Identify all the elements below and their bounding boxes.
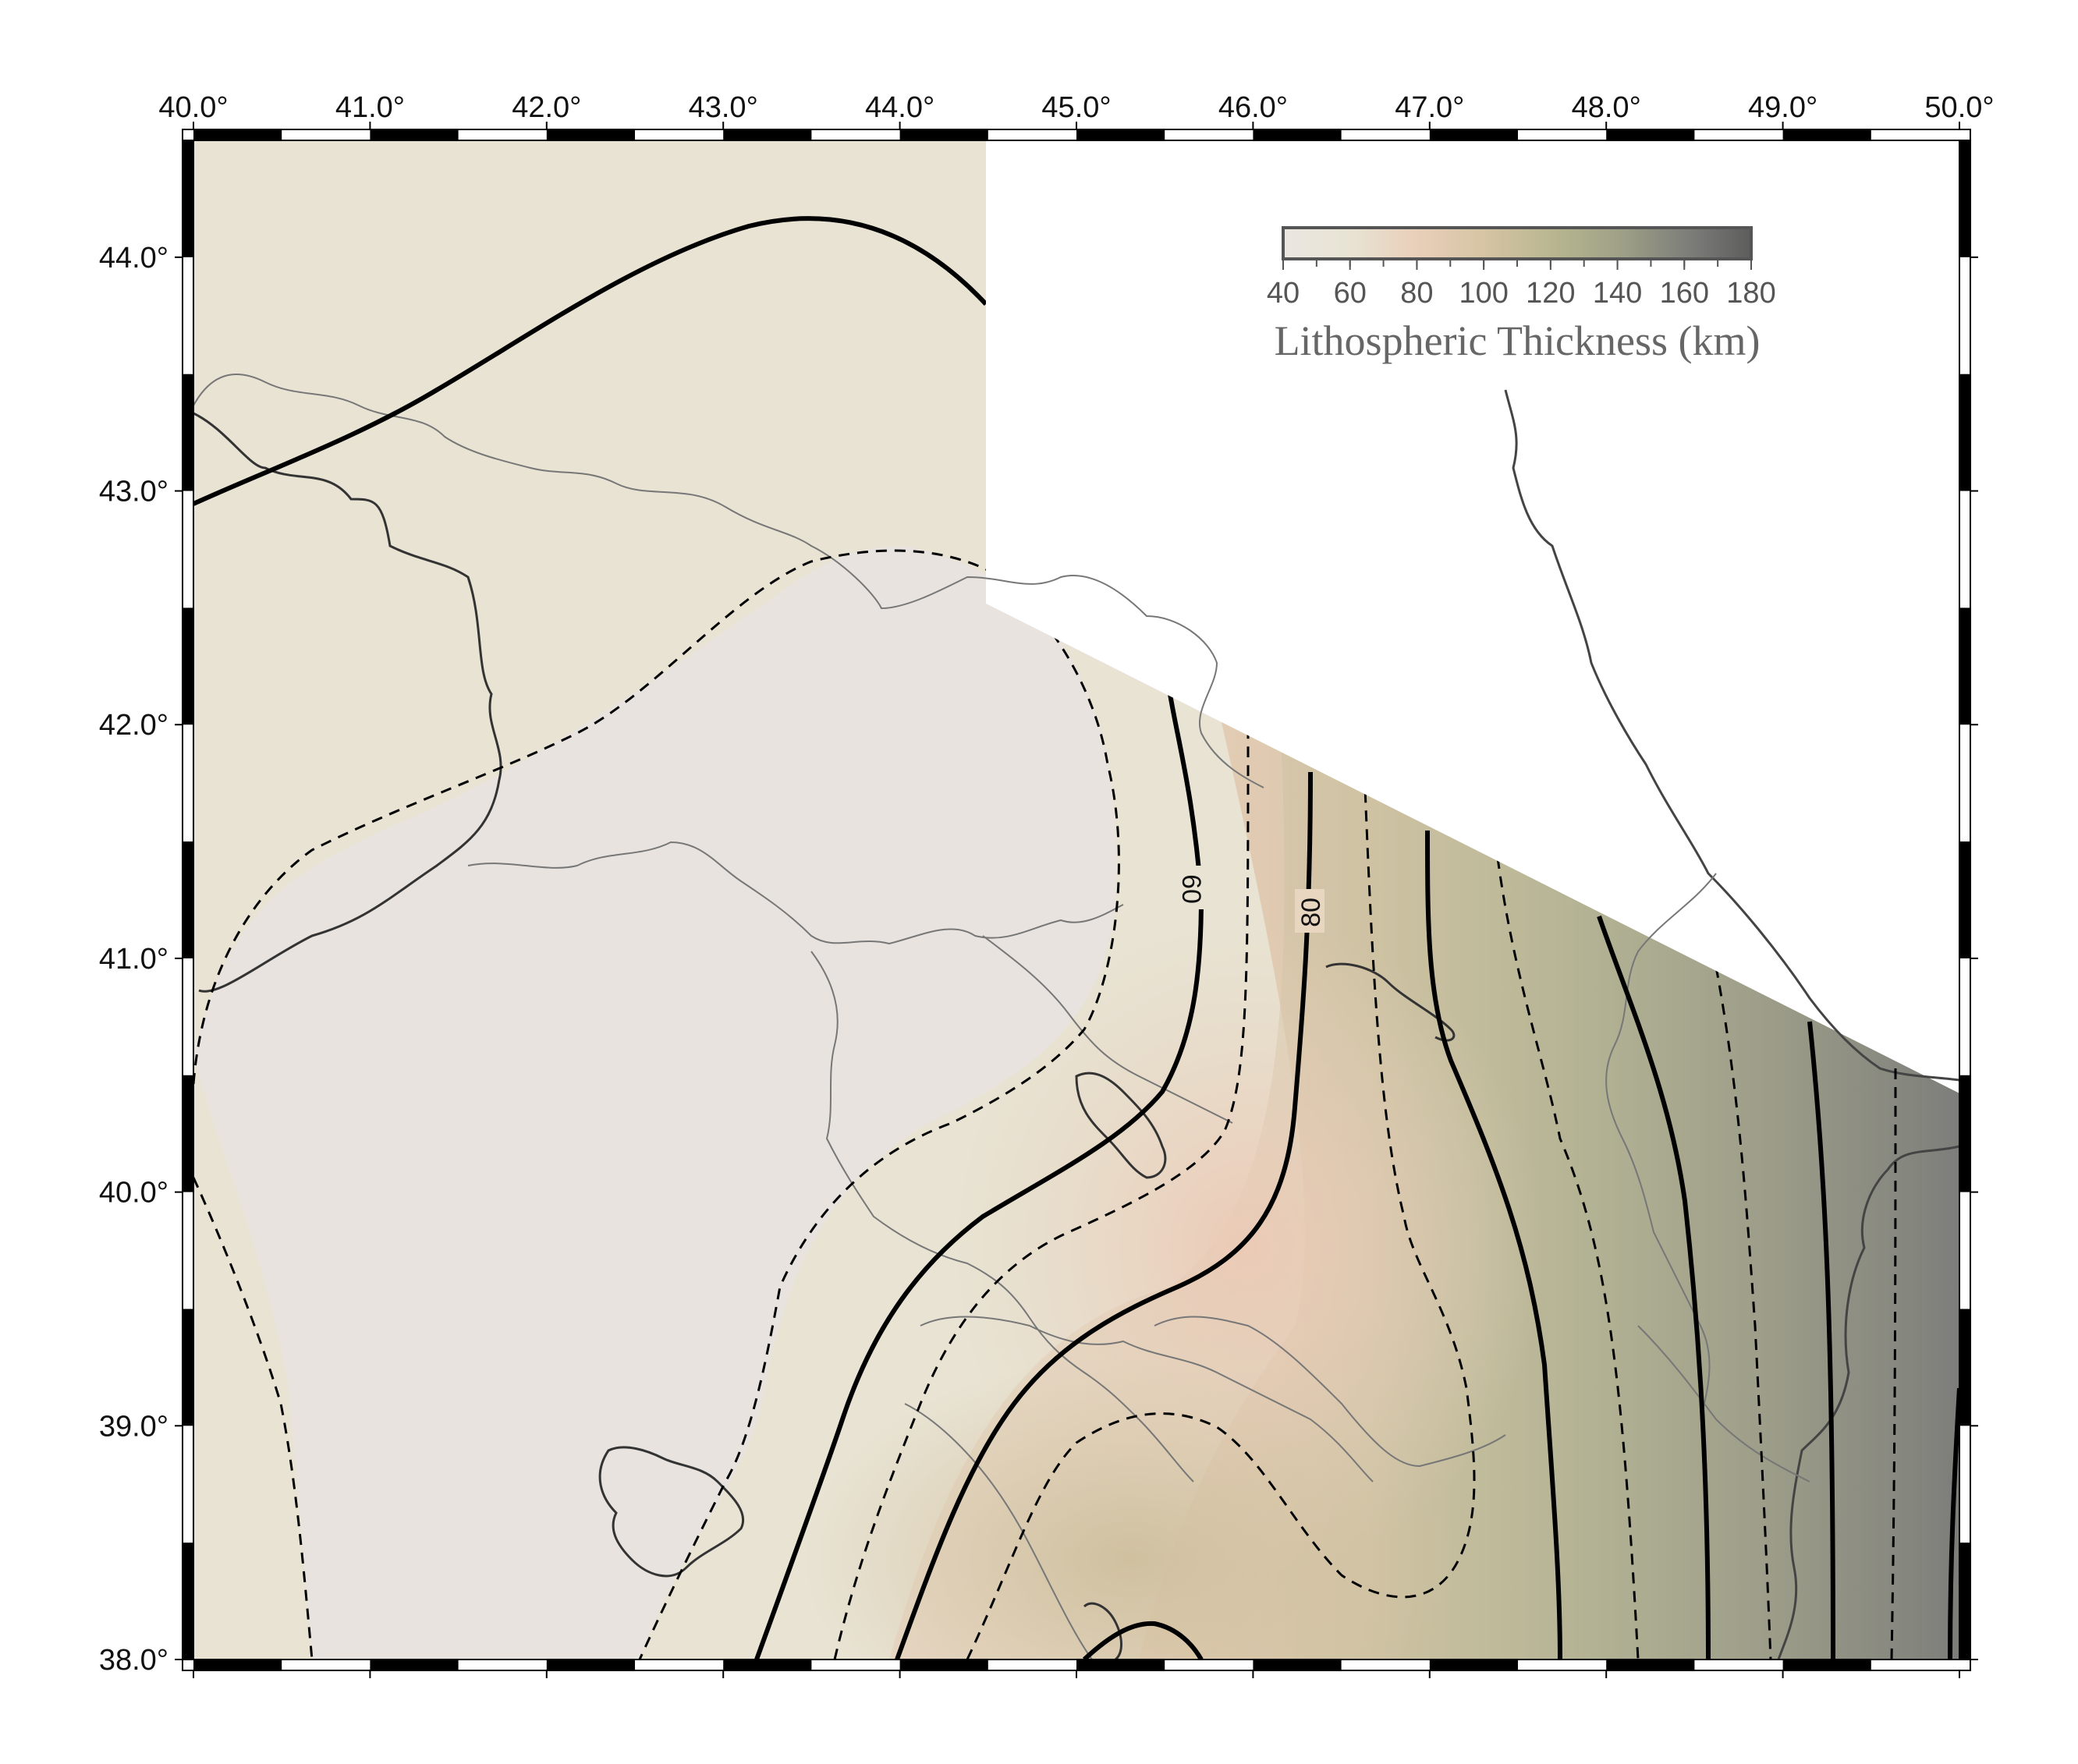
colorbar-tick-label: 60	[1334, 277, 1367, 310]
lon-tick-label: 40.0°	[158, 91, 228, 124]
svg-text:60: 60	[1176, 874, 1206, 904]
contour-lines	[193, 216, 1959, 1660]
lon-tick-label: 41.0°	[335, 91, 405, 124]
colorbar-tick-label: 100	[1459, 277, 1508, 310]
contour-label-60: 60	[1176, 866, 1206, 909]
lat-tick-label: 42.0°	[99, 709, 168, 742]
colorbar-tick-label: 140	[1593, 277, 1642, 310]
lat-tick-label: 38.0°	[99, 1644, 168, 1677]
lon-tick-label: 44.0°	[865, 91, 934, 124]
lat-tick-label: 44.0°	[99, 242, 168, 275]
colorbar-bar	[1282, 226, 1753, 260]
coastlines-and-borders	[193, 374, 1959, 1660]
latitude-tick-labels: 44.0° 43.0° 42.0° 41.0° 40.0° 39.0° 38.0°	[99, 242, 1978, 1677]
lon-tick-label: 43.0°	[689, 91, 758, 124]
lon-tick-label: 48.0°	[1572, 91, 1641, 124]
colorbar-tick-label: 120	[1526, 277, 1575, 310]
colorbar-title: Lithospheric Thickness (km)	[1275, 317, 1761, 364]
lon-tick-label: 50.0°	[1924, 91, 1994, 124]
colorbar-tick-label: 160	[1660, 277, 1709, 310]
lat-tick-label: 39.0°	[99, 1410, 168, 1443]
longitude-tick-labels: 40.0° 41.0° 42.0° 43.0° 44.0° 45.0° 46.0° 47.0°…	[158, 91, 1995, 1678]
lon-tick-label: 46.0°	[1218, 91, 1288, 124]
svg-text:80: 80	[1296, 898, 1326, 927]
lon-tick-label: 45.0°	[1041, 91, 1111, 124]
contour-label-80: 80	[1295, 889, 1326, 933]
lat-tick-label: 41.0°	[99, 943, 168, 976]
lon-tick-label: 47.0°	[1395, 91, 1464, 124]
lat-tick-label: 43.0°	[99, 476, 168, 508]
thickness-raster	[193, 140, 1959, 1660]
colorbar: 40 60 80 100 120 140 160 180 Lithospheric Thick…	[1267, 226, 1776, 364]
colorbar-tick-label: 80	[1400, 277, 1433, 310]
lon-tick-label: 42.0°	[512, 91, 581, 124]
colorbar-tick-label: 180	[1726, 277, 1775, 310]
colorbar-ticks: 40 60 80 100 120 140 160 180	[1267, 259, 1776, 310]
lon-tick-label: 49.0°	[1748, 91, 1817, 124]
colorbar-tick-label: 40	[1267, 277, 1300, 310]
lat-tick-label: 40.0°	[99, 1177, 168, 1210]
map-frame	[182, 129, 1971, 1671]
